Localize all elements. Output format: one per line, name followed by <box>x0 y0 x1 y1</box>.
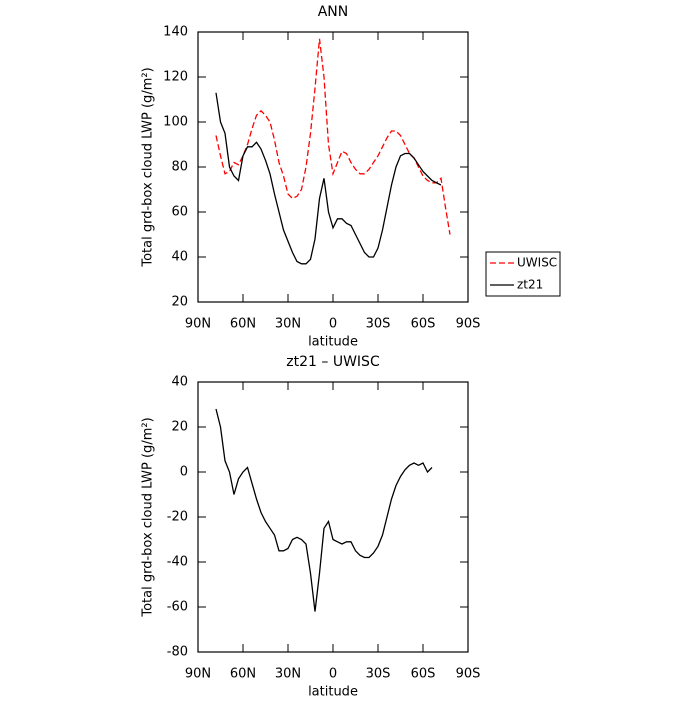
x-tick-label: 30S <box>366 667 391 682</box>
x-tick-label: 60S <box>411 317 436 332</box>
data-line <box>215 408 433 612</box>
y-tick-label: -40 <box>167 555 188 570</box>
plot-frame <box>197 31 469 303</box>
y-tick-label: -20 <box>167 510 188 525</box>
chart-title: ANN <box>318 4 349 20</box>
data-line <box>215 92 442 265</box>
x-tick-label: 90S <box>456 317 481 332</box>
y-tick-label: 100 <box>163 115 188 130</box>
x-tick-label: 90N <box>185 317 211 332</box>
x-tick-label: 30N <box>275 667 301 682</box>
y-tick-label: 20 <box>171 420 188 435</box>
x-tick-label: 30N <box>275 317 301 332</box>
x-tick-label: 0 <box>329 317 337 332</box>
chart-title: zt21 – UWISC <box>286 354 380 370</box>
legend-label: zt21 <box>517 278 543 292</box>
y-tick-label: -60 <box>167 600 188 615</box>
x-axis-label: latitude <box>308 685 358 700</box>
x-axis-label: latitude <box>308 335 358 350</box>
y-tick-label: 40 <box>171 250 188 265</box>
x-tick-label: 30S <box>366 317 391 332</box>
y-tick-label: 120 <box>163 70 188 85</box>
y-tick-label: 40 <box>171 375 188 390</box>
legend-label: UWISC <box>517 256 557 270</box>
x-tick-label: 0 <box>329 667 337 682</box>
y-tick-label: -80 <box>167 645 188 660</box>
x-tick-label: 60N <box>230 317 256 332</box>
y-axis-label: Total grd-box cloud LWP (g/m²) <box>141 417 156 617</box>
legend-frame <box>485 251 561 297</box>
y-tick-label: 140 <box>163 25 188 40</box>
x-tick-label: 60S <box>411 667 436 682</box>
y-tick-label: 60 <box>171 205 188 220</box>
y-tick-label: 20 <box>171 295 188 310</box>
y-tick-label: 80 <box>171 160 188 175</box>
plot-frame <box>197 381 469 653</box>
y-axis-label: Total grd-box cloud LWP (g/m²) <box>141 67 156 267</box>
x-tick-label: 90S <box>456 667 481 682</box>
x-tick-label: 60N <box>230 667 256 682</box>
data-line <box>215 38 451 235</box>
y-tick-label: 0 <box>180 465 188 480</box>
x-tick-label: 90N <box>185 667 211 682</box>
